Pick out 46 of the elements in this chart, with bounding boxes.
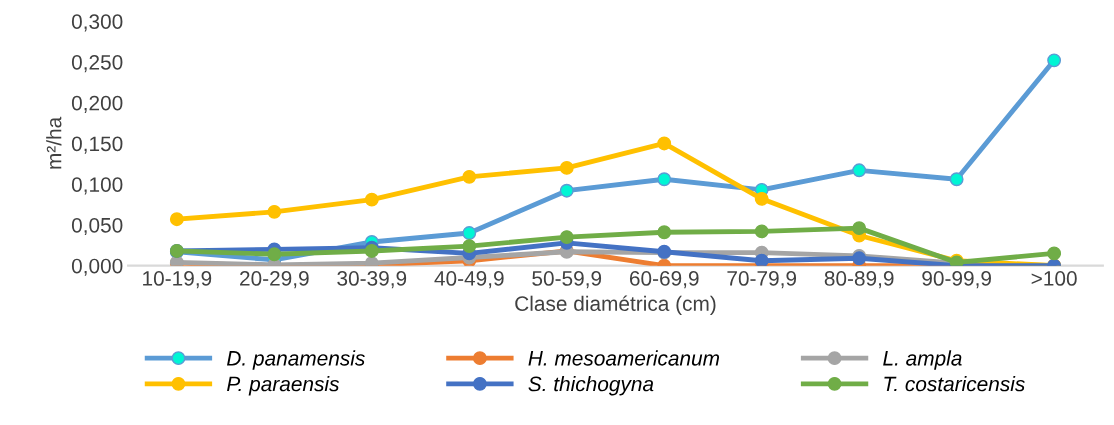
x-tick-label: 50-59,9: [532, 271, 602, 289]
x-tick-label: 80-89,9: [824, 271, 894, 289]
point: [559, 183, 574, 198]
point: [754, 191, 769, 206]
point: [1047, 53, 1062, 68]
x-tick-label: 30-39,9: [337, 271, 407, 289]
y-tick-label: 0,100: [71, 177, 123, 195]
y-tick-label: 0,000: [71, 258, 123, 276]
legend-label: P. paraensis: [227, 376, 340, 396]
point: [657, 172, 672, 187]
legend-label: H. mesoamericanum: [528, 350, 720, 366]
x-axis-title: Clase diamétrica (cm): [515, 295, 716, 316]
point: [267, 204, 282, 219]
point: [462, 226, 477, 240]
point: [657, 225, 672, 240]
y-tick-label: 0,300: [71, 14, 123, 32]
point: [364, 192, 379, 207]
point: [852, 163, 867, 178]
point: [657, 136, 672, 151]
x-tick-label: 60-69,9: [629, 271, 699, 289]
x-tick-label: 40-49,9: [434, 271, 504, 289]
point: [754, 224, 769, 239]
x-tick-label: 90-99,9: [922, 271, 991, 289]
legend-label: T. costaricensis: [884, 376, 1025, 392]
y-tick-label: 0,200: [71, 95, 123, 113]
point: [559, 160, 574, 175]
x-tick-label: 70-79,9: [727, 271, 797, 289]
point: [267, 247, 282, 262]
y-axis-title: m²/ha: [46, 116, 62, 169]
point: [852, 221, 867, 236]
point: [559, 230, 574, 245]
point: [462, 239, 477, 254]
point: [949, 172, 964, 187]
y-tick-label: 0,050: [71, 217, 123, 236]
x-tick-label: 10-19,9: [143, 271, 212, 289]
legend-label: D. panamensis: [227, 350, 365, 370]
y-tick-label: 0,250: [71, 54, 123, 73]
point: [364, 244, 379, 258]
legend-label: S. thichogyna: [528, 376, 654, 396]
x-tick-label: >100: [1031, 271, 1077, 286]
point: [1047, 246, 1062, 261]
y-tick-label: 0,150: [71, 136, 123, 154]
x-tick-label: 20-29,9: [240, 271, 309, 289]
point: [462, 169, 477, 184]
point: [169, 212, 184, 227]
legend-label: L. ampla: [883, 350, 962, 370]
